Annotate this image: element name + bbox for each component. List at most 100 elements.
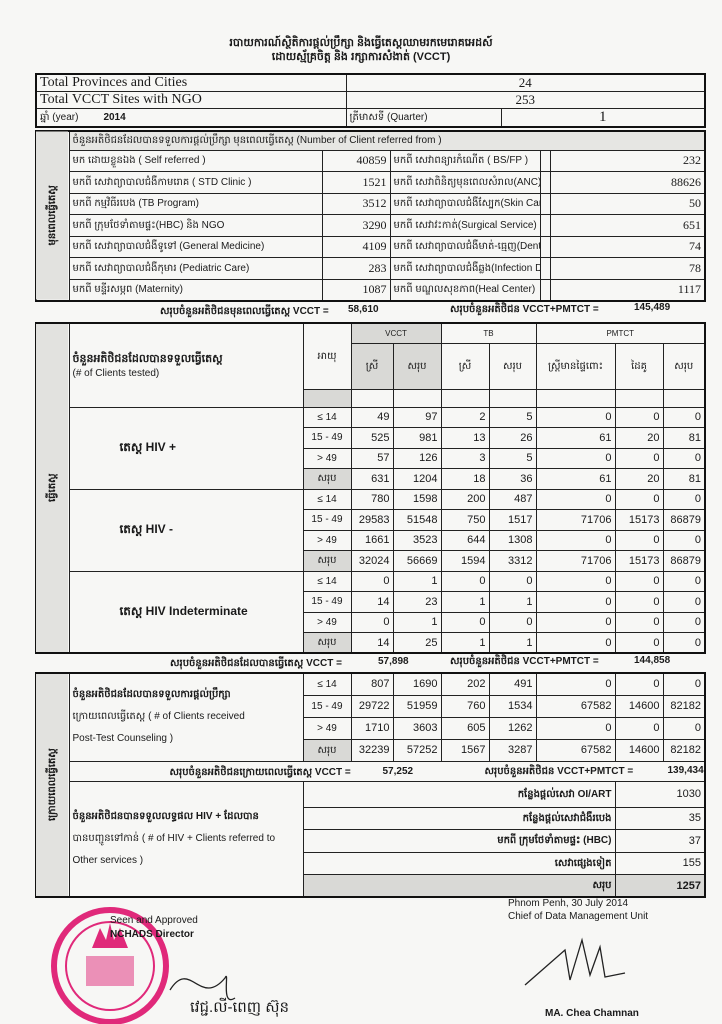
- referral-row: មកពី ក្រុមថែទាំតាមផ្ទះ (HBC) 37: [36, 829, 706, 853]
- cell-value: 3603: [392, 716, 442, 740]
- cell-value: 20: [614, 468, 664, 490]
- official-stamp: [51, 907, 236, 1024]
- cell-value: 86879: [662, 509, 706, 531]
- referral-source-row: មកពី មន្ទីរសម្ភព (Maternity) 1087 មកពី មណ្…: [36, 278, 706, 301]
- age-group: សរុប: [302, 550, 352, 572]
- cell-value: 3523: [392, 529, 442, 551]
- cell-value: 14: [350, 591, 394, 613]
- col-female: ស្រី: [350, 342, 394, 390]
- age-group: 15 - 49: [302, 591, 352, 613]
- cell-value: 1262: [488, 716, 537, 740]
- test-result-row: 15 - 49 525 981 13 26 61 20 81: [36, 427, 706, 449]
- left-label: មកពី មន្ទីរសម្ភព (Maternity): [68, 278, 323, 301]
- cell-value: 14600: [614, 694, 664, 718]
- age-group: ≤ 14: [302, 406, 352, 428]
- pre-test-total-all-label: សរុបចំនួនអតិថិជន VCCT+PMTCT =: [450, 304, 599, 315]
- cell-value: 67582: [535, 738, 616, 762]
- cell-value: 14: [350, 632, 394, 654]
- title-line-1: របាយការណ៍ស្ថិតិការផ្តល់ប្រឹក្សា និងធ្វើត…: [229, 37, 493, 49]
- referral-source-row: មកពី សេវាព្យាបាលជំងឺកុមារ (Pediatric Car…: [36, 257, 706, 280]
- referral-value: 1030: [614, 780, 706, 808]
- cell-value: 807: [350, 672, 394, 696]
- cell-value: 26: [488, 427, 537, 449]
- cell-value: 1661: [350, 529, 394, 551]
- right-label: មកពី សេវាព្យាបាលជំងឺឆ្លង(Infection Disea…: [389, 257, 541, 280]
- testing-subheader-row: ស្រី សរុប ស្រី សរុប ស្ត្រីមានផ្ទៃពោះ ដៃគូ សរុប: [36, 342, 706, 390]
- post-test-label-kh2: ក្រោយពេលធ្វើតេស្ត ( # of Clients receive…: [72, 711, 245, 723]
- cell-value: 0: [488, 611, 537, 633]
- cell-value: 0: [535, 406, 616, 428]
- referral-service: មកពី ក្រុមថែទាំតាមផ្ទះ (HBC): [302, 829, 616, 853]
- cell-value: 126: [392, 447, 442, 469]
- cell-value: 644: [440, 529, 490, 551]
- cell-value: 0: [614, 570, 664, 592]
- cell-value: 81: [662, 427, 706, 449]
- cell-value: 0: [662, 672, 706, 696]
- right-label: មកពី មណ្ឌលសុខភាព(Heal Center): [389, 278, 541, 301]
- testing-header-row: ធ្វើតេស្ត ចំនួនអតិថិជនដែលបានទទួលធ្វើតេស្ត…: [36, 322, 706, 653]
- testing-total-all: 144,858: [634, 655, 671, 666]
- cell-value: 1567: [440, 738, 490, 762]
- cell-value: 0: [350, 570, 394, 592]
- test-result-label: តេស្ត HIV +: [68, 406, 304, 490]
- cell-value: 29583: [350, 509, 394, 531]
- left-label: មកពី សេវាព្យាបាលជំងឺកាមរោគ ( STD Clinic …: [68, 171, 323, 194]
- left-value: 4109: [321, 235, 391, 258]
- test-result-row: > 49 57 126 3 5 0 0 0: [36, 447, 706, 469]
- cell-value: 1598: [392, 488, 442, 510]
- post-test-label: ចំនួនអតិថិជនដែលបានទទួលការផ្តល់ប្រឹក្សាក្…: [68, 672, 304, 762]
- cell-value: 0: [614, 716, 664, 740]
- cell-value: 760: [440, 694, 490, 718]
- col-total: សរុប: [488, 342, 537, 390]
- right-value: 232: [549, 149, 706, 172]
- cell-value: 605: [440, 716, 490, 740]
- testing-header-en: (# of Clients tested): [72, 367, 160, 379]
- pre-test-header-row: មុនពេលធ្វើតេស្ត ចំនួនអតិថិជនដែលបានទទួលការ…: [36, 130, 706, 301]
- age-group: សរុប: [302, 468, 352, 490]
- cell-value: 0: [440, 570, 490, 592]
- chief-name: MA. Chea Chamnan: [545, 1008, 639, 1019]
- test-result-row: 15 - 49 29583 51548 750 1517 71706 15173 86879: [36, 509, 706, 531]
- testing-header: ចំនួនអតិថិជនដែលបានទទួលធ្វើតេស្ត (# of Cli…: [68, 322, 304, 408]
- cell-value: 36: [488, 468, 537, 490]
- cell-value: 56669: [392, 550, 442, 572]
- testing-side-label: ធ្វើតេស្ត: [36, 323, 69, 653]
- cell-value: 0: [662, 570, 706, 592]
- cell-value: 0: [614, 529, 664, 551]
- age-group: > 49: [302, 611, 352, 633]
- left-value: 283: [321, 257, 391, 280]
- referral-row: ចំនួនអតិថិជនបានទទួលលទ្ធផល HIV + ដែលបាន បា…: [36, 780, 706, 898]
- cell-value: 0: [535, 488, 616, 510]
- referral-label-en: Other services ): [72, 854, 144, 866]
- cell-value: 1534: [488, 694, 537, 718]
- cell-value: 1517: [488, 509, 537, 531]
- title-line-2: ដោយស្ម័គ្រចិត្ត និង រក្សាការសំងាត់ (VCCT…: [271, 51, 451, 63]
- cell-value: 82182: [662, 694, 706, 718]
- cell-value: 29722: [350, 694, 394, 718]
- cell-value: 0: [614, 488, 664, 510]
- sites-label: Total VCCT Sites with NGO: [35, 91, 347, 109]
- cell-value: 981: [392, 427, 442, 449]
- right-value: 74: [549, 235, 706, 258]
- cell-value: 0: [535, 611, 616, 633]
- report-title: របាយការណ៍ស្ថិតិការផ្តល់ប្រឹក្សា និងធ្វើត…: [0, 36, 722, 64]
- cell-value: 0: [662, 611, 706, 633]
- referral-source-row: មកពី សេវាព្យាបាលជំងឺទូទៅ (General Medici…: [36, 235, 706, 258]
- test-result-label: តេស្ត HIV -: [68, 488, 304, 572]
- age-group: 15 - 49: [302, 509, 352, 531]
- age-group: ≤ 14: [302, 672, 352, 696]
- cell-value: 57252: [392, 738, 442, 762]
- cell-value: 0: [488, 570, 537, 592]
- testing-table: ធ្វើតេស្ត ចំនួនអតិថិជនដែលបានទទួលធ្វើតេស្ត…: [35, 322, 706, 654]
- age-group: ≤ 14: [302, 488, 352, 510]
- cell-value: 57: [350, 447, 394, 469]
- year-value: 2014: [103, 112, 126, 123]
- left-label: មកពី សេវាព្យាបាលជំងឺទូទៅ (General Medici…: [68, 235, 323, 258]
- post-test-table: ក្រោយពេលធ្វើតេស្ត ចំនួនអតិថិជនដែលបានទទួលក…: [35, 672, 706, 898]
- cell-value: 61: [535, 427, 616, 449]
- group-vcct: VCCT: [350, 322, 442, 344]
- post-test-label-kh1: ចំនួនអតិថិជនដែលបានទទួលការផ្តល់ប្រឹក្សា: [72, 689, 231, 701]
- cell-value: 0: [662, 591, 706, 613]
- age-group: > 49: [302, 447, 352, 469]
- cell-value: 3: [440, 447, 490, 469]
